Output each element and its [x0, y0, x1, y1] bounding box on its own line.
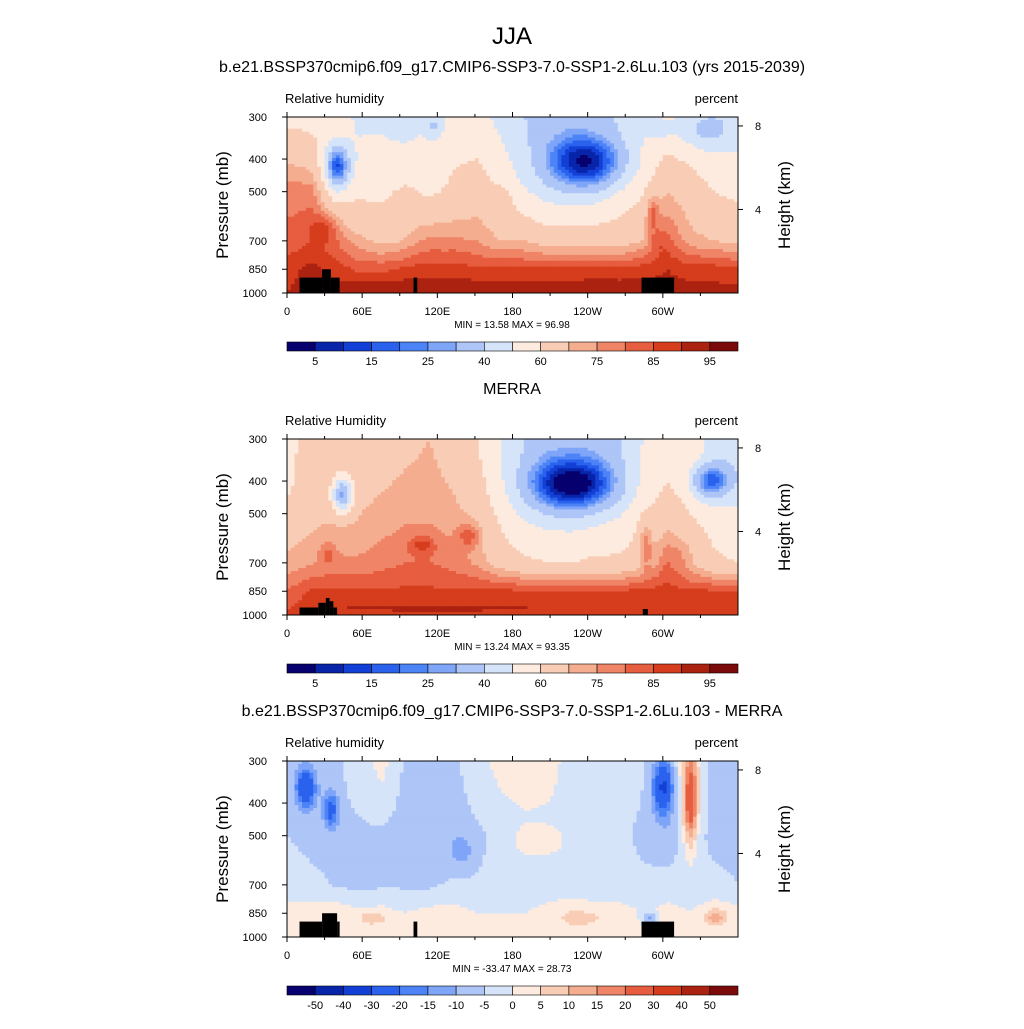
panel-variable-label: Relative humidity	[285, 91, 384, 106]
panels: b.e21.BSSP370cmip6.f09_g17.CMIP6-SSP3-7.…	[213, 59, 805, 1012]
panel-title: b.e21.BSSP370cmip6.f09_g17.CMIP6-SSP3-7.…	[219, 59, 805, 76]
contour-field	[287, 117, 739, 294]
panel-1: b.e21.BSSP370cmip6.f09_g17.CMIP6-SSP3-7.…	[213, 59, 805, 368]
figure-title: JJA	[492, 23, 532, 50]
panel-units-label: percent	[695, 91, 739, 106]
